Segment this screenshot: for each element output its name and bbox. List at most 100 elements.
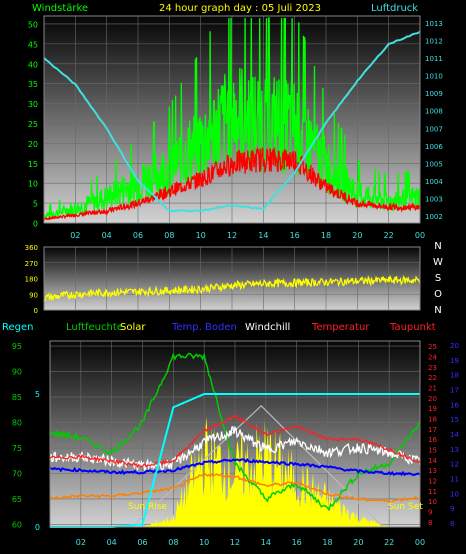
time-tick-label: 10 — [196, 231, 206, 240]
wind-tick-label: 40 — [28, 60, 38, 69]
time-tick-label: 08 — [168, 538, 178, 547]
soil-temp-tick-label: 17 — [450, 387, 459, 395]
climate-panel-frame — [49, 340, 421, 528]
legend-dewpoint: Taupunkt — [389, 322, 436, 333]
wind-panel-time-axis: 02 04 06 08 10 12 14 16 18 20 22 00 — [70, 231, 425, 240]
direction-tick-label: 90 — [29, 291, 38, 299]
pressure-axis: 1002 1003 1004 1005 1006 1007 1008 1009 1010 1011… — [425, 20, 443, 221]
soil-temp-tick-label: 12 — [450, 461, 459, 469]
temperature-tick-label: 8 — [428, 519, 432, 527]
temperature-tick-label: 9 — [428, 509, 432, 517]
time-tick-label: 02 — [76, 538, 86, 547]
time-tick-label: 16 — [292, 538, 302, 547]
time-tick-label: 10 — [199, 538, 209, 547]
pressure-tick-label: 1007 — [425, 125, 443, 133]
legend-soil-temp: Temp. Boden — [171, 322, 237, 333]
temperature-tick-label: 20 — [428, 395, 437, 403]
pressure-tick-label: 1012 — [425, 38, 443, 46]
soil-temp-tick-label: 10 — [450, 490, 459, 498]
wind-tick-label: 50 — [28, 20, 38, 29]
rain-tick-label: 0 — [35, 523, 40, 532]
time-tick-label: 18 — [322, 538, 332, 547]
soil-temp-tick-label: 9 — [450, 505, 454, 513]
wind-tick-label: 5 — [33, 200, 38, 209]
pressure-tick-label: 1006 — [425, 143, 443, 151]
legend-humidity: Luftfeuchte — [66, 322, 123, 333]
soil-temp-tick-label: 8 — [450, 520, 454, 528]
humidity-axis: 60 65 70 75 80 85 90 95 — [12, 342, 22, 529]
time-tick-label: 02 — [70, 231, 80, 240]
legend-temperature: Temperatur — [311, 322, 370, 333]
time-tick-label: 22 — [384, 538, 394, 547]
temperature-tick-label: 16 — [428, 436, 437, 444]
time-tick-label: 20 — [353, 538, 363, 547]
temperature-tick-label: 18 — [428, 416, 437, 424]
pressure-tick-label: 1008 — [425, 108, 443, 116]
wind-tick-label: 0 — [33, 220, 38, 229]
compass-label: S — [435, 273, 441, 284]
wind-direction-line — [43, 274, 421, 302]
humidity-tick-label: 60 — [12, 520, 22, 529]
soil-temp-tick-label: 13 — [450, 446, 459, 454]
time-tick-label: 00 — [415, 538, 425, 547]
direction-tick-label: 0 — [34, 307, 38, 315]
windchill-line — [49, 425, 421, 472]
soil-temp-tick-label: 19 — [450, 357, 459, 365]
legend: Regen Luftfeuchte Solar Temp. Boden Wind… — [2, 322, 436, 333]
temperature-tick-label: 12 — [428, 478, 437, 486]
time-tick-label: 04 — [102, 231, 112, 240]
direction-panel-frame — [43, 246, 421, 311]
legend-solar: Solar — [120, 322, 146, 333]
humidity-tick-label: 85 — [12, 393, 22, 402]
temperature-tick-label: 14 — [428, 457, 437, 465]
time-tick-label: 16 — [290, 231, 300, 240]
wind-tick-label: 20 — [28, 140, 38, 149]
temperature-tick-label: 10 — [428, 498, 437, 506]
wind-gust-line — [43, 17, 421, 219]
time-tick-label: 22 — [384, 231, 394, 240]
legend-rain: Regen — [2, 322, 34, 333]
dewpoint-line — [49, 472, 421, 504]
legend-windchill: Windchill — [245, 322, 290, 333]
soil-temp-line — [49, 457, 421, 477]
time-tick-label: 12 — [227, 231, 237, 240]
wind-panel-frame — [43, 15, 421, 224]
compass-label: O — [434, 289, 442, 300]
rain-tick-label: 5 — [35, 390, 40, 399]
pressure-tick-label: 1009 — [425, 90, 443, 98]
humidity-tick-label: 80 — [12, 419, 22, 428]
soil-temp-tick-label: 20 — [450, 342, 459, 350]
temperature-tick-label: 13 — [428, 467, 437, 475]
pressure-tick-label: 1011 — [425, 55, 443, 63]
time-tick-label: 18 — [321, 231, 331, 240]
temperature-tick-label: 17 — [428, 426, 437, 434]
direction-tick-label: 180 — [25, 276, 38, 284]
climate-panel-time-axis: 02 04 06 08 10 12 14 16 18 20 22 00 — [76, 538, 425, 547]
wind-tick-label: 10 — [28, 180, 38, 189]
wind-tick-label: 45 — [28, 40, 38, 49]
pressure-axis-label: Luftdruck — [371, 3, 418, 14]
soil-temp-tick-label: 15 — [450, 416, 459, 424]
sun-set-label: Sun Set — [388, 502, 423, 512]
soil-temp-tick-label: 18 — [450, 372, 459, 380]
temperature-tick-label: 23 — [428, 364, 437, 372]
temperature-axis: 8 9 10 11 12 13 14 15 16 17 18 19 20 21 22 23 24 25 — [428, 343, 437, 527]
time-tick-label: 20 — [352, 231, 362, 240]
time-tick-label: 00 — [415, 231, 425, 240]
wind-speed-axis: 0 5 10 15 20 25 30 35 40 45 50 — [28, 20, 38, 228]
soil-temp-tick-label: 11 — [450, 476, 459, 484]
pressure-tick-label: 1010 — [425, 73, 443, 81]
humidity-tick-label: 75 — [12, 444, 22, 453]
pressure-tick-label: 1004 — [425, 178, 443, 186]
temperature-line — [49, 414, 421, 469]
temperature-tick-label: 22 — [428, 374, 437, 382]
time-tick-label: 14 — [258, 231, 268, 240]
wind-average-line — [43, 146, 421, 221]
humidity-tick-label: 95 — [12, 342, 22, 351]
wind-tick-label: 15 — [28, 160, 38, 169]
pressure-tick-label: 1005 — [425, 160, 443, 168]
